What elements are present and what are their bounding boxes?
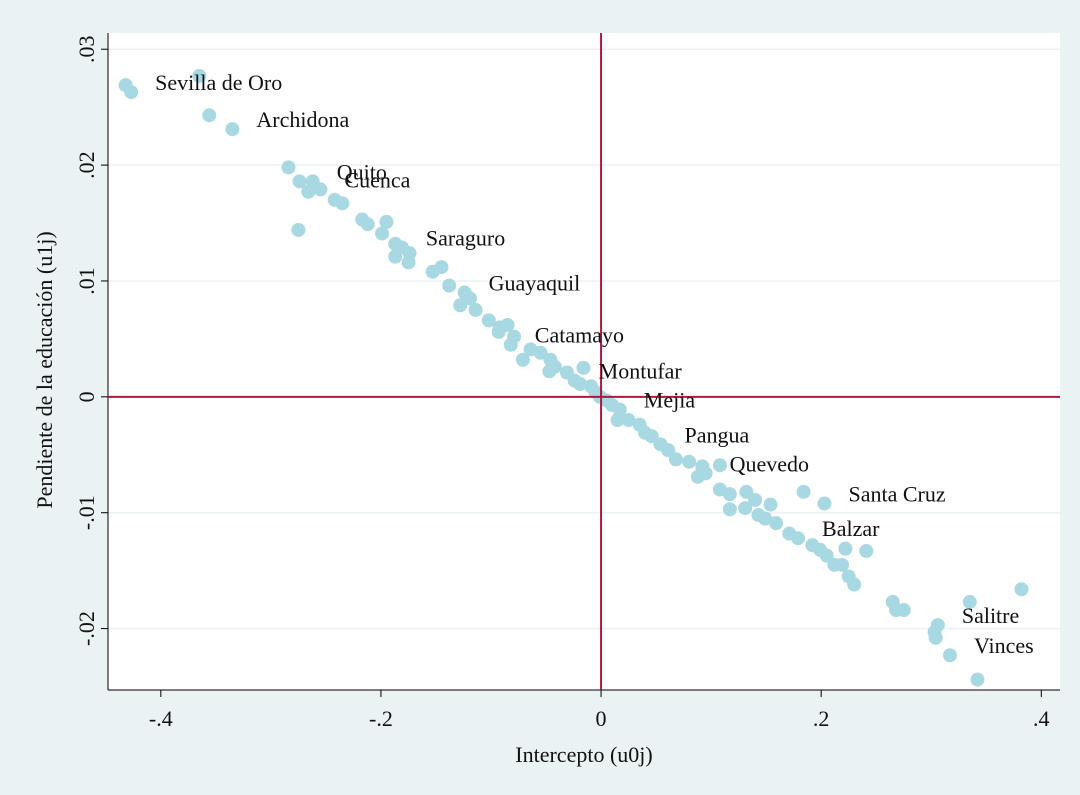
point [758,511,773,526]
point-label: Saraguro [426,225,505,250]
point [769,516,784,531]
point [739,484,754,499]
point [573,377,588,392]
point [379,214,394,229]
point [491,324,506,339]
point [712,458,727,473]
point [313,182,328,197]
point-label: Balzar [822,516,880,541]
point [690,469,705,484]
point [291,222,306,237]
y-tick-label: 0 [74,391,99,402]
point [375,226,390,241]
point [682,454,697,469]
y-tick-label: -.01 [74,495,99,530]
point [515,352,530,367]
point [463,291,478,306]
point [542,364,557,379]
point-label: Montufar [599,359,683,384]
point-label: Quevedo [730,451,809,476]
point-label: Sevilla de Oro [155,70,282,95]
point-label: Santa Cruz [848,481,945,506]
x-tick-label: .4 [1033,706,1050,731]
point-label: Vinces [974,633,1034,658]
point [838,541,853,556]
point [748,492,763,507]
x-axis-title: Intercepto (u0j) [515,742,652,767]
point [970,672,985,687]
point [942,648,957,663]
point [722,502,737,517]
point [281,160,296,175]
point [817,496,832,511]
point [192,68,207,83]
x-tick-label: -.4 [149,706,173,731]
point [847,577,862,592]
point [301,184,316,199]
point [360,217,375,232]
point [388,249,403,264]
point-label: Pangua [684,422,749,447]
point [533,345,548,360]
point [668,452,683,467]
point [292,174,307,189]
point [962,594,977,609]
point [644,429,659,444]
point [610,413,625,428]
point-label: Cuenca [344,167,410,192]
point [796,484,811,499]
point [738,501,753,516]
point [442,278,457,293]
point [621,413,636,428]
y-tick-label: .02 [74,151,99,179]
point [481,313,496,328]
point [896,603,911,618]
point [763,497,778,512]
point [791,531,806,546]
x-tick-label: .2 [813,706,830,731]
point [401,255,416,270]
point-label: Quito [337,159,387,184]
x-tick-label: -.2 [369,706,393,731]
point [453,298,468,313]
point-label: Mejia [644,388,696,413]
point-label: Archidona [256,107,349,132]
point [503,337,518,352]
point [576,360,591,375]
point [612,402,627,417]
point [859,543,874,558]
point [225,122,240,137]
point-label: Catamayo [535,323,624,348]
point [434,260,449,275]
y-tick-label: .01 [74,267,99,295]
point [468,302,483,317]
point [835,557,850,572]
y-axis-title: Pendiente de la educación (u1j) [32,231,57,508]
point [661,443,676,458]
point [928,630,943,645]
point [1014,582,1029,597]
y-tick-label: -.02 [74,611,99,646]
point-label: Guayaquil [489,271,581,296]
point [819,548,834,563]
point [722,487,737,502]
point [124,85,139,100]
point [202,108,217,123]
x-tick-label: 0 [596,706,607,731]
y-tick-label: .03 [74,35,99,63]
point-label: Salitre [962,603,1019,628]
point [335,196,350,211]
